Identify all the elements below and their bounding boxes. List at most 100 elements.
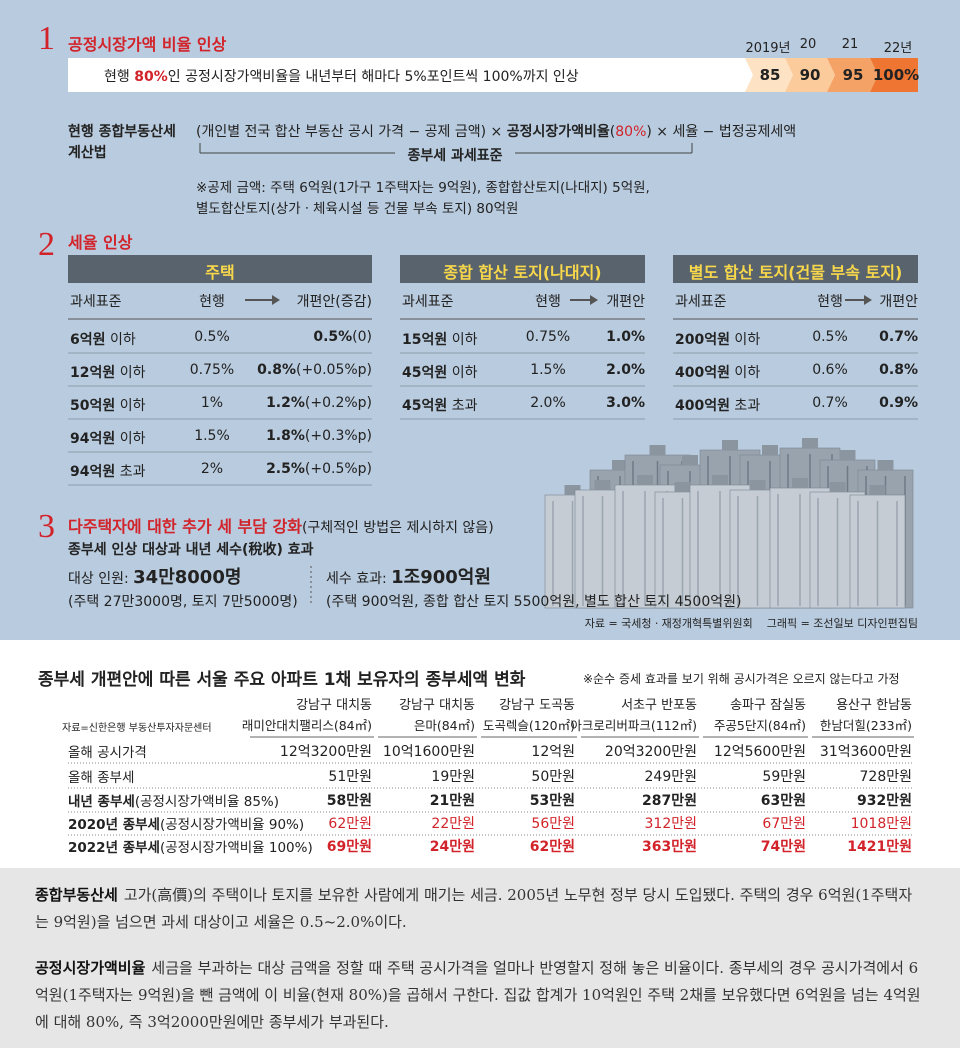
formula-label: 현행 종합부동산세: [68, 124, 176, 140]
table-title: 종부세 개편안에 따른 서울 주요 아파트 1채 보유자의 종부세액 변화: [38, 670, 526, 690]
row-label-main: 내년 종부세: [68, 794, 135, 810]
column-name: 주공5단지(84㎡): [713, 718, 806, 733]
formula-part: (: [609, 124, 616, 140]
definitions-bg: [0, 868, 960, 1048]
column-header: 과세표준: [675, 294, 727, 310]
rate-change: (+0.5%p): [304, 461, 372, 477]
tax-base-amount: 45억원: [402, 365, 448, 381]
tax-base-amount: 94억원: [70, 431, 116, 447]
arrow-head: [590, 295, 598, 305]
column-header: 과세표준: [70, 294, 122, 310]
tax-base-amount: 400억원: [675, 365, 730, 381]
new-rate: 0.5%(0): [313, 329, 372, 345]
table-cell: 53만원: [529, 793, 575, 809]
bar-text-part: 80%: [134, 69, 168, 85]
current-rate: 0.5%: [812, 329, 848, 345]
column-name: 아크로리버파크(112㎡): [570, 718, 697, 733]
current-rate: 1%: [200, 395, 224, 411]
formula: (개인별 전국 합산 부동산 공시 가격 − 공제 금액) × 공정시장가액비율…: [196, 121, 796, 141]
new-rate-value: 1.2%: [266, 395, 305, 411]
section-number: 3: [38, 508, 55, 545]
column-district: 서초구 반포동: [621, 698, 697, 713]
new-rate: 1.2%(+0.2%p): [266, 395, 372, 411]
subtitle: 종부세 인상 대상과 내년 세수(稅收) 효과: [68, 542, 314, 558]
year-label: 21: [841, 37, 859, 52]
tax-base: 400억원 이하: [675, 362, 760, 382]
rate-value: 100%: [872, 66, 920, 84]
definition-text: 고가(高價)의 주택이나 토지를 보유한 사람에게 매기는 세금. 2005년 …: [35, 886, 913, 931]
current-rate: 2%: [200, 461, 224, 477]
new-rate-value: 1.8%: [266, 428, 305, 444]
new-rate-value: 3.0%: [606, 395, 645, 411]
tax-base: 94억원 초과: [70, 461, 145, 481]
column-district: 강남구 대치동: [296, 698, 372, 713]
column-name: 한남더힐(233㎡): [819, 718, 912, 733]
table-cell: 728만원: [859, 769, 912, 785]
year-label: 2019년: [745, 41, 791, 56]
bar-text: 현행 80%인 공정시장가액비율을 내년부터 해마다 5%포인트씩 100%까지…: [104, 66, 579, 86]
new-rate-value: 0.9%: [879, 395, 918, 411]
table-cell: 24만원: [429, 839, 475, 855]
table-cell: 63만원: [760, 793, 806, 809]
table-cell: 59만원: [762, 769, 806, 785]
effect-line: 세수 효과: 1조900억원: [326, 563, 491, 589]
new-rate: 0.8%: [879, 362, 918, 378]
tax-base: 12억원 이하: [70, 362, 145, 382]
current-rate: 0.5%: [194, 329, 230, 345]
year-label: 22년: [883, 41, 913, 56]
formula-label: 계산법: [68, 145, 107, 161]
building-roof: [594, 480, 611, 490]
table-header-bar: [68, 255, 372, 283]
definition: 공정시장가액비율 세금을 부과하는 대상 금액을 정할 때 주택 공시가격을 얼마…: [35, 955, 925, 1036]
table-cell: 58만원: [326, 793, 372, 809]
table-cell: 67만원: [762, 816, 806, 832]
column-header: 개편안: [606, 294, 645, 310]
current-rate: 0.7%: [812, 395, 848, 411]
table-source: 자료=신한은행 부동산투자자문센터: [62, 723, 212, 734]
tax-base: 45억원 이하: [402, 362, 477, 382]
table-note: ※순수 증세 효과를 보기 위해 공시가격은 오르지 않는다고 가정: [583, 672, 900, 686]
source: 자료 = 국세청ㆍ재정개혁특별위원회 그래픽 = 조선일보 디자인편집팀: [585, 615, 918, 631]
definition-term: 종합부동산세: [35, 886, 118, 904]
building-roof: [792, 478, 808, 488]
building-roof: [839, 450, 856, 460]
column-header: 개편안: [879, 294, 918, 310]
building-roof: [637, 475, 653, 485]
section-title-note: (구체적인 방법은 제시하지 않음): [301, 520, 494, 536]
column-header: 과세표준: [402, 294, 454, 310]
rate-chevron: [785, 58, 835, 92]
new-rate: 0.7%: [879, 329, 918, 345]
bar-text-part: 인 공정시장가액비율을 내년부터 해마다 5%포인트씩 100%까지 인상: [167, 69, 579, 85]
building-roof: [877, 460, 894, 470]
new-rate-value: 0.5%: [313, 329, 353, 345]
column-district: 강남구 대치동: [399, 698, 475, 713]
section-title: 다주택자에 대한 추가 세 부담 강화(구체적인 방법은 제시하지 않음): [68, 513, 494, 537]
tax-base-range: 이하: [105, 332, 136, 348]
table-cell: 62만원: [529, 839, 575, 855]
rate-change: (+0.2%p): [304, 395, 372, 411]
column-district: 강남구 도곡동: [499, 698, 575, 713]
table-cell: 51만원: [328, 769, 372, 785]
column-district: 용산구 한남동: [836, 698, 912, 713]
tax-base: 94억원 이하: [70, 428, 145, 448]
tax-base: 6억원 이하: [70, 329, 136, 349]
rate-change: (+0.3%p): [304, 428, 372, 444]
column-name: 래미안대치팰리스(84㎡): [241, 718, 372, 733]
rate-change: (0): [352, 329, 372, 345]
new-rate-value: 2.0%: [606, 362, 645, 378]
row-label-main: 2020년 종부세: [68, 817, 160, 833]
rate-chevron: [745, 58, 793, 92]
building-roof: [712, 475, 728, 485]
row-label: 내년 종부세(공정시장가액비율 85%): [68, 790, 279, 810]
new-rate: 0.8%(+0.05%p): [257, 362, 372, 378]
table-cell: 12억5600만원: [713, 744, 806, 760]
tax-base: 400억원 초과: [675, 395, 760, 415]
definition-text: 세금을 부과하는 대상 금액을 정할 때 주택 공시가격을 얼마나 반영할지 정…: [35, 959, 921, 1031]
tax-base: 15억원 이하: [402, 329, 477, 349]
tax-base-amount: 12억원: [70, 365, 116, 381]
building-roof: [829, 482, 846, 492]
new-rate-value: 2.5%: [266, 461, 305, 477]
column-header: 현행: [535, 294, 561, 310]
column-header: 현행: [199, 294, 225, 310]
current-rate: 0.75%: [189, 362, 235, 378]
